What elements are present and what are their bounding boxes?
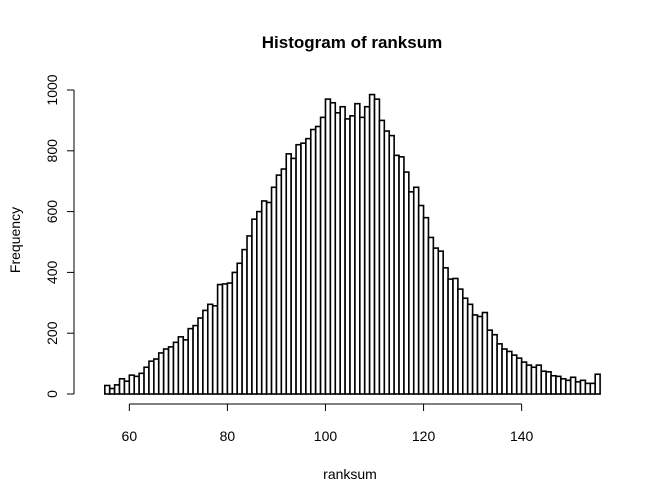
y-tick-label: 1000 [44,74,60,105]
x-tick-label: 80 [220,428,236,444]
y-tick-label: 400 [44,261,60,285]
y-axis-label: Frequency [7,207,23,273]
histogram-bar [594,373,601,395]
bars-group [104,93,601,395]
x-axis-label: ranksum [323,466,377,482]
x-axis: 60 80 100 120 140 [122,403,534,444]
x-tick-label: 60 [122,428,138,444]
chart-title: Histogram of ranksum [262,33,442,52]
y-tick-label: 0 [44,390,60,398]
x-tick-label: 140 [510,428,534,444]
y-tick-label: 600 [44,200,60,224]
y-axis: 0 200 400 600 800 1000 [44,74,75,398]
y-tick-label: 800 [44,139,60,163]
y-tick-label: 200 [44,321,60,345]
x-tick-label: 100 [314,428,338,444]
x-tick-label: 120 [412,428,436,444]
